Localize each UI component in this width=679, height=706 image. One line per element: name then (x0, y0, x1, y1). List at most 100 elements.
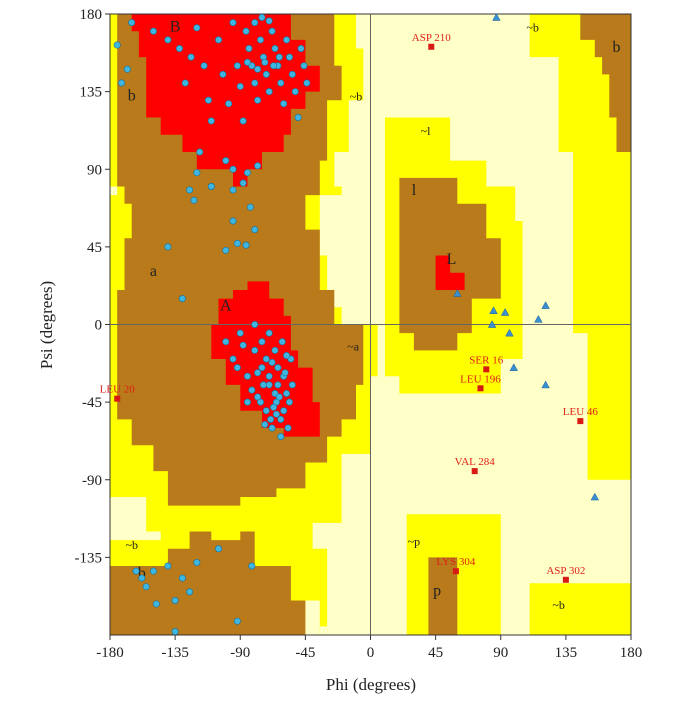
residue-point (222, 157, 230, 165)
outlier-residues: ASP 210 SER 16 LEU 196 LEU 20 LEU 46 VAL 284 L… (100, 32, 599, 583)
residue-point (225, 100, 233, 108)
residue-point (242, 27, 250, 35)
region-generous-4 (529, 583, 574, 635)
residue-point (303, 79, 311, 87)
residue-point (265, 88, 273, 96)
region-label: A (220, 298, 232, 315)
residue-point (257, 36, 265, 44)
residue-point (288, 381, 296, 389)
residue-point (272, 410, 280, 418)
residue-point (229, 186, 237, 194)
outlier-label: SER 16 (469, 354, 503, 366)
outlier-label: LEU 46 (563, 406, 599, 418)
residue-point (187, 53, 195, 61)
y-tick-label: -135 (75, 550, 103, 566)
x-tick-label: 0 (367, 645, 375, 661)
residue-point (261, 58, 269, 66)
region-disallowed-cut-4 (334, 152, 364, 187)
residue-point (207, 183, 215, 191)
residue-point (239, 179, 247, 187)
glycine-point (509, 363, 518, 371)
residue-point (246, 203, 254, 211)
residue-point (258, 13, 266, 21)
outlier-point (452, 568, 459, 575)
glycine-point (505, 328, 514, 337)
residue-point (262, 407, 270, 415)
glycine-point (500, 308, 510, 316)
x-tick-label: -90 (230, 645, 250, 661)
glycine-points (453, 13, 600, 501)
residue-point (262, 355, 270, 363)
region-label: ~b (552, 598, 565, 612)
x-axis-title: Phi (degrees) (326, 675, 416, 694)
residue-point (222, 246, 230, 254)
region-label: p (433, 582, 441, 599)
residue-point (229, 19, 237, 27)
residue-point (272, 398, 280, 406)
outlier-point (477, 385, 484, 392)
region-label: ~l (421, 124, 431, 138)
region-disallowed-cut-2 (319, 626, 328, 635)
glycine-point (492, 13, 501, 21)
residue-point (285, 53, 293, 61)
residue-point (271, 44, 279, 52)
residue-point (190, 196, 198, 204)
residue-point (270, 62, 278, 70)
outlier-point (428, 43, 435, 50)
residue-point (164, 243, 172, 251)
region-additional-3 (428, 557, 458, 635)
region-label: ~p (408, 534, 421, 548)
outlier-point (114, 395, 121, 402)
residue-point (118, 79, 126, 87)
residue-point (258, 364, 266, 372)
residue-point (215, 545, 223, 553)
region-most-favoured-0 (131, 14, 320, 187)
residue-point (270, 403, 278, 411)
residue-point (275, 393, 283, 401)
residue-point (268, 27, 276, 35)
residue-point (268, 424, 276, 432)
residue-point (280, 407, 288, 415)
residue-point (248, 386, 256, 394)
residue-point (236, 329, 244, 337)
residue-point (277, 433, 285, 441)
x-tick-label: -180 (96, 645, 124, 661)
residue-point (171, 596, 179, 604)
residue-point (254, 393, 262, 401)
region-additional-2 (110, 531, 306, 635)
residue-point (243, 398, 251, 406)
residue-point (278, 338, 286, 346)
residue-point (181, 79, 189, 87)
residue-point (254, 65, 262, 73)
residue-point (275, 53, 283, 61)
glycine-point (487, 320, 497, 328)
residue-point (267, 415, 275, 423)
residue-point (248, 562, 256, 570)
residue-point (277, 79, 285, 87)
residue-point (251, 346, 259, 354)
region-label: b (128, 87, 136, 104)
residue-point (245, 44, 253, 52)
residue-point (239, 117, 247, 125)
region-disallowed-cut-1 (110, 186, 118, 196)
outlier-label: VAL 284 (455, 456, 496, 468)
x-axis-ticks: -180 -135 -90 -45 0 45 90 135 180 (96, 635, 642, 661)
residue-point (164, 562, 172, 570)
y-axis-ticks: -135 -90 -45 0 45 90 135 180 (75, 7, 110, 566)
y-tick-label: -45 (82, 395, 102, 411)
residue-point (262, 70, 270, 78)
residue-point (193, 559, 201, 567)
outlier-point (562, 576, 569, 583)
y-tick-label: 45 (87, 240, 102, 256)
outlier-point (483, 366, 490, 373)
y-tick-label: 90 (87, 162, 102, 178)
region-label: ~a (347, 339, 359, 353)
region-label: b (613, 39, 621, 56)
region-generous-5 (573, 583, 631, 635)
y-tick-label: 180 (80, 7, 103, 23)
x-tick-label: -45 (295, 645, 315, 661)
residue-point (288, 70, 296, 78)
residue-point (251, 226, 259, 234)
residue-point (258, 338, 266, 346)
residue-point (283, 352, 291, 360)
